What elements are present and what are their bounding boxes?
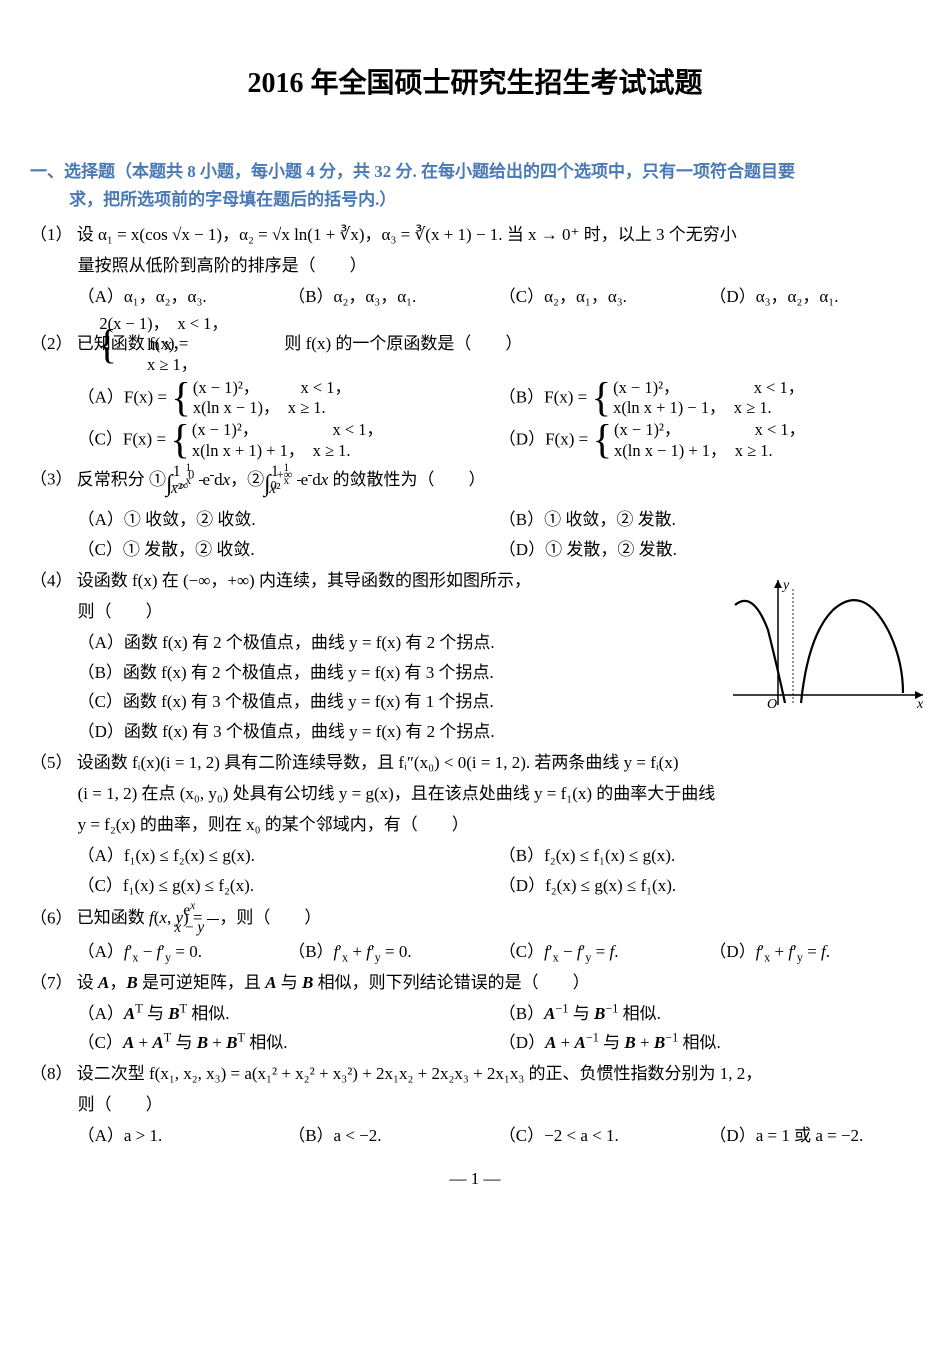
- question-7: （7） 设 A，B 是可逆矩阵，且 A 与 B 相似，则下列结论错误的是（ ）: [30, 969, 920, 998]
- q6-optB: （B）f′x + f′y = 0.: [288, 938, 499, 967]
- q6-num: （6）: [30, 908, 73, 927]
- q2-optA: （A）F(x) = { (x − 1)²， x < 1， x(ln x − 1)…: [78, 378, 499, 419]
- q2-optC: （C）F(x) = { (x − 1)²， x < 1， x(ln x + 1)…: [78, 420, 499, 461]
- q8-optD: （D）a = 1 或 a = −2.: [709, 1122, 920, 1151]
- section-head: 一、选择题（本题共 8 小题，每小题 4 分，共 32 分. 在每小题给出的四个…: [30, 158, 920, 216]
- q6-optA: （A）f′x − f′y = 0.: [78, 938, 289, 967]
- q3-optC: （C）① 发散，② 收敛.: [78, 536, 499, 565]
- q5-stem3: y = f₂(x) 的曲率，则在 x₀ 的某个邻域内，有（ ）: [78, 815, 469, 834]
- question-5: （5） 设函数 fᵢ(x)(i = 1, 2) 具有二阶连续导数，且 fᵢ″(x…: [30, 749, 920, 778]
- q1-stem1: 设 α₁ = x(cos √x − 1)，α₂ = √x ln(1 + ∛x)，…: [77, 225, 737, 244]
- q2-optC-bot: x(ln x + 1) + 1， x ≥ 1.: [192, 441, 351, 460]
- q3-optA: （A）① 收敛，② 收敛.: [78, 506, 499, 535]
- q3-stem: 反常积分 ①∫−∞0 1x²e1xdx，②∫0+∞ 1x²e1xdx 的敛散性为…: [77, 470, 486, 489]
- q2-opts-row1: （A）F(x) = { (x − 1)²， x < 1， x(ln x − 1)…: [30, 378, 920, 419]
- q5-num: （5）: [30, 753, 73, 772]
- q2-optD-bot: x(ln x − 1) + 1， x ≥ 1.: [614, 441, 773, 460]
- q6-optC: （C）f′x − f′y = f.: [499, 938, 710, 967]
- q5-stem2: (i = 1, 2) 在点 (x₀, y₀) 处具有公切线 y = g(x)，且…: [78, 784, 716, 803]
- q8-stem1: 设二次型 f(x₁, x₂, x₃) = a(x₁² + x₂² + x₃²) …: [77, 1064, 763, 1083]
- q2-optB-prefix: （B）F(x) =: [499, 387, 592, 406]
- q8-stem2-row: 则（ ）: [30, 1091, 920, 1120]
- q3-optD: （D）① 发散，② 发散.: [499, 536, 920, 565]
- q5-stem3-row: y = f₂(x) 的曲率，则在 x₀ 的某个邻域内，有（ ）: [30, 811, 920, 840]
- q8-optA: （A）a > 1.: [78, 1122, 289, 1151]
- q2-optC-top: (x − 1)²， x < 1，: [192, 420, 383, 439]
- q3-optB: （B）① 收敛，② 发散.: [499, 506, 920, 535]
- q8-optC: （C）−2 < a < 1.: [499, 1122, 710, 1151]
- page-number: — 1 —: [30, 1165, 920, 1194]
- q8-stem2: 则（ ）: [78, 1095, 163, 1114]
- section-line1: 一、选择题（本题共 8 小题，每小题 4 分，共 32 分. 在每小题给出的四个…: [30, 158, 920, 187]
- question-4-wrap: （4） 设函数 f(x) 在 (−∞，+∞) 内连续，其导函数的图形如图所示， …: [30, 567, 920, 747]
- q2-optD: （D）F(x) = { (x − 1)²， x < 1， x(ln x − 1)…: [499, 420, 920, 461]
- question-3: （3） 反常积分 ①∫−∞0 1x²e1xdx，②∫0+∞ 1x²e1xdx 的…: [30, 463, 920, 504]
- q1-stem2: 量按照从低阶到高阶的排序是（ ）: [78, 256, 367, 275]
- q6-options: （A）f′x − f′y = 0. （B）f′x + f′y = 0. （C）f…: [30, 938, 920, 967]
- q1-optB: （B）α₂，α₃，α₁.: [288, 283, 499, 312]
- q2-optA-top: (x − 1)²， x < 1，: [193, 378, 351, 397]
- q4-y-label: y: [781, 578, 790, 593]
- question-6: （6） 已知函数 f(x, y) = exx − y，则（ ）: [30, 903, 920, 936]
- question-2: （2） 已知函数 f(x) = { 2(x − 1)， x < 1， ln x，…: [30, 314, 920, 376]
- q2-optD-prefix: （D）F(x) =: [499, 430, 593, 449]
- q8-num: （8）: [30, 1064, 73, 1083]
- q2-optA-prefix: （A）F(x) =: [78, 387, 172, 406]
- question-8: （8） 设二次型 f(x₁, x₂, x₃) = a(x₁² + x₂² + x…: [30, 1060, 920, 1089]
- q1-options: （A）α₁，α₂，α₃. （B）α₂，α₃，α₁. （C）α₂，α₁，α₃. （…: [30, 283, 920, 312]
- q2-optB: （B）F(x) = { (x − 1)²， x < 1， x(ln x + 1)…: [499, 378, 920, 419]
- q4-stem1: 设函数 f(x) 在 (−∞，+∞) 内连续，其导函数的图形如图所示，: [77, 571, 531, 590]
- q5-stem2-row: (i = 1, 2) 在点 (x₀, y₀) 处具有公切线 y = g(x)，且…: [30, 780, 920, 809]
- q4-figure: O x y: [723, 575, 928, 715]
- q5-optA: （A）f₁(x) ≤ f₂(x) ≤ g(x).: [78, 842, 499, 871]
- q2-optB-bot: x(ln x + 1) − 1， x ≥ 1.: [613, 398, 772, 417]
- q4-x-label: x: [916, 697, 924, 712]
- q2-piece-bot: ln x， x ≥ 1，: [147, 335, 230, 375]
- q7-optA: （A）AT 与 BT 相似.: [78, 1000, 499, 1029]
- q2-piecewise: { 2(x − 1)， x < 1， ln x， x ≥ 1，: [193, 314, 281, 376]
- q7-optC: （C）A + AT 与 B + BT 相似.: [78, 1029, 499, 1058]
- q4-stem2: 则（ ）: [78, 602, 163, 621]
- page-title: 2016 年全国硕士研究生招生考试试题: [30, 60, 920, 108]
- q6-stem: 已知函数 f(x, y) = exx − y，则（ ）: [77, 908, 322, 927]
- q4-num: （4）: [30, 571, 73, 590]
- q4-O-label: O: [767, 697, 777, 712]
- q3-num: （3）: [30, 470, 73, 489]
- q5-stem1: 设函数 fᵢ(x)(i = 1, 2) 具有二阶连续导数，且 fᵢ″(x₀) <…: [77, 753, 679, 772]
- q7-optB: （B）A−1 与 B−1 相似.: [499, 1000, 920, 1029]
- q4-optD: （D）函数 f(x) 有 3 个极值点，曲线 y = f(x) 有 2 个拐点.: [30, 718, 920, 747]
- q2-optB-top: (x − 1)²， x < 1，: [613, 378, 804, 397]
- q1-optA: （A）α₁，α₂，α₃.: [78, 283, 289, 312]
- q2-opts-row2: （C）F(x) = { (x − 1)²， x < 1， x(ln x + 1)…: [30, 420, 920, 461]
- q6-optD: （D）f′x + f′y = f.: [709, 938, 920, 967]
- q7-opts-row1: （A）AT 与 BT 相似. （B）A−1 与 B−1 相似.: [30, 1000, 920, 1029]
- q5-opts-row2: （C）f₁(x) ≤ g(x) ≤ f₂(x). （D）f₂(x) ≤ g(x)…: [30, 872, 920, 901]
- q7-optD: （D）A + A−1 与 B + B−1 相似.: [499, 1029, 920, 1058]
- question-1: （1） 设 α₁ = x(cos √x − 1)，α₂ = √x ln(1 + …: [30, 221, 920, 250]
- q3-opts-row1: （A）① 收敛，② 收敛. （B）① 收敛，② 发散.: [30, 506, 920, 535]
- q2-optC-prefix: （C）F(x) =: [78, 430, 171, 449]
- q2-optD-top: (x − 1)²， x < 1，: [614, 420, 805, 439]
- q1-num: （1）: [30, 225, 73, 244]
- q2-piece-top: 2(x − 1)， x < 1，: [99, 314, 227, 333]
- q5-optB: （B）f₂(x) ≤ f₁(x) ≤ g(x).: [499, 842, 920, 871]
- q2-stem-suffix: 则 f(x) 的一个原函数是（ ）: [284, 334, 522, 353]
- q3-opts-row2: （C）① 发散，② 收敛. （D）① 发散，② 发散.: [30, 536, 920, 565]
- q8-options: （A）a > 1. （B）a < −2. （C）−2 < a < 1. （D）a…: [30, 1122, 920, 1151]
- q8-optB: （B）a < −2.: [288, 1122, 499, 1151]
- q1-optC: （C）α₂，α₁，α₃.: [499, 283, 710, 312]
- q7-stem: 设 A，B 是可逆矩阵，且 A 与 B 相似，则下列结论错误的是（ ）: [77, 973, 590, 992]
- q5-optD: （D）f₂(x) ≤ g(x) ≤ f₁(x).: [499, 872, 920, 901]
- q7-opts-row2: （C）A + AT 与 B + BT 相似. （D）A + A−1 与 B + …: [30, 1029, 920, 1058]
- q1-optD: （D）α₃，α₂，α₁.: [709, 283, 920, 312]
- section-line2: 求，把所选项前的字母填在题后的括号内.）: [30, 186, 920, 215]
- q7-num: （7）: [30, 973, 73, 992]
- q2-optA-bot: x(ln x − 1)， x ≥ 1.: [193, 398, 326, 417]
- q5-optC: （C）f₁(x) ≤ g(x) ≤ f₂(x).: [78, 872, 499, 901]
- q5-opts-row1: （A）f₁(x) ≤ f₂(x) ≤ g(x). （B）f₂(x) ≤ f₁(x…: [30, 842, 920, 871]
- q2-num: （2）: [30, 334, 73, 353]
- q1-stem2-row: 量按照从低阶到高阶的排序是（ ）: [30, 252, 920, 281]
